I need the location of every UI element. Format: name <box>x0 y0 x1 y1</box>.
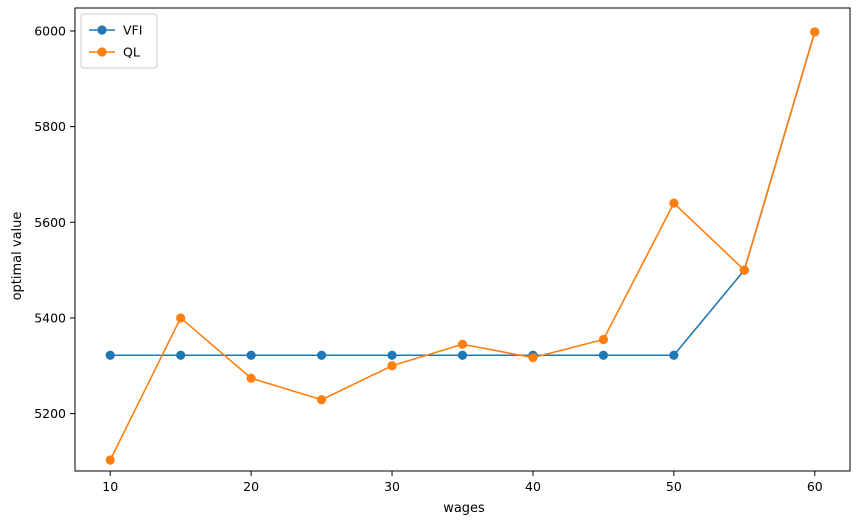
data-point-vfi <box>176 350 186 360</box>
ticks-layer: 10 20 30 40 50 60 5200 5400 5600 5800 6000 <box>34 23 823 494</box>
x-tick-label: 60 <box>807 479 823 494</box>
data-point-vfi <box>316 350 327 360</box>
data-point-ql <box>739 265 749 275</box>
x-tick-label: 20 <box>243 479 259 494</box>
legend-box <box>80 13 158 69</box>
series-ql <box>105 27 820 465</box>
y-axis-label: optimal value <box>10 212 25 301</box>
data-point-ql <box>176 313 186 323</box>
y-tick-label: 6000 <box>34 23 66 38</box>
data-point-ql <box>669 198 679 208</box>
axes-frame <box>74 7 851 472</box>
data-point-ql <box>316 395 327 405</box>
data-point-vfi <box>669 350 679 360</box>
x-tick-label: 50 <box>666 479 682 494</box>
x-tick-label: 40 <box>525 479 541 494</box>
series-layer <box>105 27 820 465</box>
data-point-ql <box>387 361 397 371</box>
data-point-vfi <box>105 350 115 360</box>
legend-item-vfi: VFI <box>89 23 142 38</box>
y-tick-label: 5800 <box>34 119 66 134</box>
legend: VFI QL <box>80 13 158 69</box>
legend-item-ql: QL <box>89 45 140 60</box>
x-tick-label: 30 <box>384 479 400 494</box>
data-point-vfi <box>457 350 468 360</box>
legend-label-vfi: VFI <box>123 23 142 38</box>
y-tick-label: 5200 <box>34 406 66 421</box>
x-axis-label: wages <box>443 501 485 516</box>
legend-marker-vfi <box>97 25 107 35</box>
legend-label-ql: QL <box>123 45 140 60</box>
data-point-ql <box>457 339 468 349</box>
x-tick-label: 10 <box>102 479 118 494</box>
y-tick-label: 5400 <box>34 310 66 325</box>
data-point-ql <box>810 27 820 37</box>
data-point-ql <box>246 373 256 383</box>
axes-layer <box>74 7 851 472</box>
data-point-vfi <box>598 350 609 360</box>
data-point-vfi <box>246 350 256 360</box>
data-point-ql <box>598 334 609 345</box>
data-point-ql <box>528 353 538 363</box>
data-point-vfi <box>387 350 397 360</box>
plot-background <box>75 8 850 471</box>
y-tick-label: 5600 <box>34 215 66 230</box>
legend-marker-ql <box>97 47 107 57</box>
data-point-ql <box>105 455 115 465</box>
plot-area <box>75 8 850 471</box>
